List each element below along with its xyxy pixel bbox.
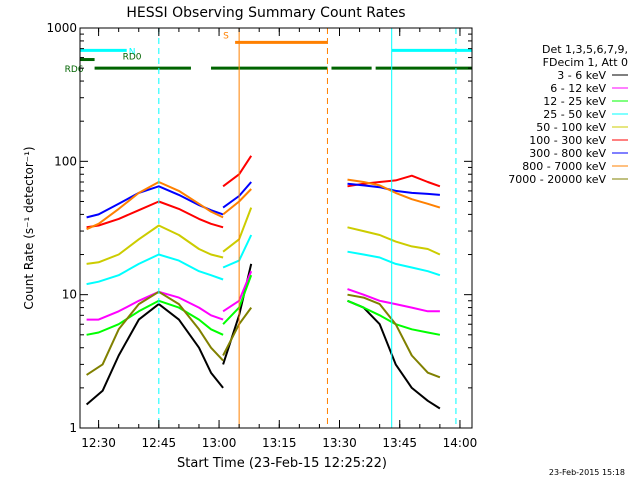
flag-label-0: N (129, 47, 136, 57)
y-tick-label-2: 100 (54, 154, 77, 168)
x-tick-label-1: 12:45 (142, 436, 177, 450)
x-tick-label-4: 13:30 (322, 436, 357, 450)
chart-title: HESSI Observing Summary Count Rates (126, 5, 405, 21)
x-tick-label-3: 13:15 (262, 436, 297, 450)
y-axis-label: Count Rate (s⁻¹ detector⁻¹) (22, 146, 36, 309)
y-tick-label-3: 1000 (46, 21, 77, 35)
legend-header-1: FDecim 1, Att 0 (543, 56, 628, 69)
series-line-3-0 (86, 253, 224, 286)
axis-ticks: 12:30 12:45 13:00 13:15 13:30 13:45 14:00 1 10 10… (46, 21, 477, 450)
legend-label-1: 6 - 12 keV (550, 82, 606, 95)
legend-label-0: 3 - 6 keV (557, 69, 606, 82)
x-tick-label-0: 12:30 (81, 436, 116, 450)
legend-label-5: 100 - 300 keV (529, 134, 606, 147)
legend: Det 1,3,5,6,7,9,FDecim 1, Att 03 - 6 keV… (508, 43, 628, 186)
legend-header-0: Det 1,3,5,6,7,9, (542, 43, 628, 56)
legend-label-8: 7000 - 20000 keV (508, 173, 606, 186)
series-line-4-0 (86, 224, 224, 265)
legend-label-2: 12 - 25 keV (543, 95, 606, 108)
series-line-7-2 (347, 178, 441, 209)
series-line-5-2 (347, 174, 441, 188)
series-line-8-2 (347, 293, 441, 379)
plot-frame (79, 27, 473, 429)
series-line-3-2 (347, 250, 441, 277)
legend-label-6: 300 - 800 keV (529, 147, 606, 160)
x-tick-label-2: 13:00 (202, 436, 237, 450)
y-tick-label-1: 10 (62, 288, 77, 302)
flag-label-2: RD0 (123, 53, 142, 63)
x-tick-label-5: 13:45 (382, 436, 417, 450)
footer-timestamp: 23-Feb-2015 15:18 (549, 468, 625, 477)
flag-label-3: RD6 (65, 65, 84, 75)
legend-label-4: 50 - 100 keV (536, 121, 606, 134)
plot-events (158, 28, 457, 428)
legend-label-7: 800 - 7000 keV (522, 160, 606, 173)
flag-label-1: S (223, 31, 229, 41)
series-line-4-2 (347, 226, 441, 256)
series-line-1-2 (347, 288, 440, 313)
y-tick-label-0: 1 (69, 421, 77, 435)
x-tick-label-6: 14:00 (443, 436, 478, 450)
legend-label-3: 25 - 50 keV (543, 108, 606, 121)
series-line-6-2 (347, 182, 440, 196)
series-line-0-0 (85, 303, 224, 406)
x-axis-label: Start Time (23-Feb-15 12:25:22) (177, 456, 387, 471)
